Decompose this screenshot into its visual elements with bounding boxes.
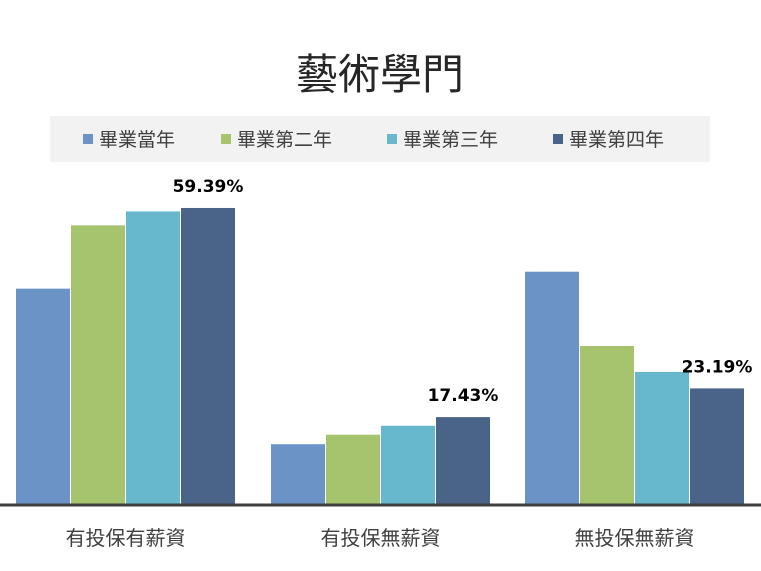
bar-1-1 (326, 434, 380, 504)
bar-2-1 (580, 345, 634, 504)
data-label-1: 17.43% (428, 386, 499, 406)
legend-label-3: 畢業第四年 (569, 129, 664, 151)
bar-1-2 (381, 425, 435, 504)
bar-0-0 (16, 288, 70, 504)
data-label-0: 59.39% (173, 177, 244, 197)
bar-0-2 (126, 211, 180, 504)
legend-swatch-2 (387, 134, 397, 144)
legend: 畢業當年 畢業第二年 畢業第三年 畢業第四年 (83, 129, 664, 151)
bar-1-3 (436, 417, 490, 504)
x-tick-label-2: 無投保無薪資 (575, 526, 695, 550)
data-label-2: 23.19% (682, 357, 753, 377)
legend-box (50, 116, 710, 162)
legend-swatch-1 (221, 134, 231, 144)
legend-label-2: 畢業第三年 (403, 129, 498, 151)
data-labels: 59.39% 17.43% 23.19% (173, 177, 753, 406)
bar-0-1 (71, 225, 125, 505)
legend-swatch-0 (83, 134, 93, 144)
x-tick-label-1: 有投保無薪資 (321, 526, 441, 550)
legend-swatch-3 (553, 134, 563, 144)
bar-2-2 (635, 371, 689, 504)
x-tick-label-0: 有投保有薪資 (66, 526, 186, 550)
legend-label-1: 畢業第二年 (237, 129, 332, 151)
bar-0-3 (181, 207, 235, 505)
bar-1-0 (271, 444, 325, 504)
bar-2-0 (525, 271, 579, 504)
chart-title: 藝術學門 (296, 50, 464, 99)
bar-2-3 (690, 388, 744, 504)
x-axis-tick-labels: 有投保有薪資 有投保無薪資 無投保無薪資 (66, 526, 695, 550)
bars (16, 207, 744, 505)
legend-label-0: 畢業當年 (99, 129, 175, 151)
